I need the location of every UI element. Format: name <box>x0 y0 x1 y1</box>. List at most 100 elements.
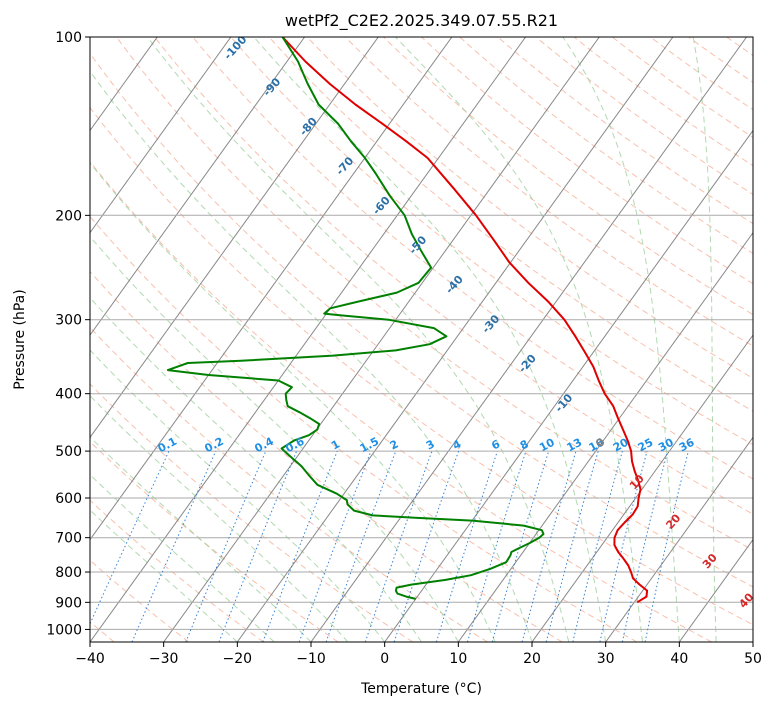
mixing-ratio-label: 25 <box>636 436 656 455</box>
plot-grid <box>0 37 753 642</box>
isotherm-line <box>90 37 527 642</box>
mixing-ratio-line <box>467 450 527 642</box>
mixing-ratio-label: 10 <box>537 436 557 455</box>
mixing-ratio-line <box>393 450 460 642</box>
dry-adiabat-line <box>90 215 638 642</box>
temperature-line <box>281 37 649 604</box>
mixing-ratio-label: 4 <box>451 437 464 452</box>
dry-adiabat-line <box>650 37 753 111</box>
plot-frame <box>89 36 754 643</box>
dry-adiabat-line <box>154 37 753 515</box>
mixing-ratio-label: 6 <box>489 437 502 452</box>
moist-adiabat-line <box>90 235 459 642</box>
dry-adiabat-label: -80 <box>297 115 320 139</box>
dry-adiabat-line <box>90 499 264 642</box>
moist-adiabat-line <box>90 349 386 642</box>
dry-adiabat-line <box>90 383 414 642</box>
dry-adiabat-line <box>90 270 563 642</box>
isotherm-line <box>0 37 10 642</box>
dry-adiabat-line <box>726 37 753 57</box>
mixing-ratio-label: 16 <box>587 436 607 455</box>
mixing-ratio-line <box>599 450 648 642</box>
dry-adiabat-line <box>497 37 753 225</box>
dry-adiabat-line <box>306 37 753 379</box>
isotherm-line <box>163 37 600 642</box>
x-tick-label: −10 <box>296 651 326 667</box>
mixing-ratio-label: 0.4 <box>252 435 276 456</box>
isotherm-line <box>310 37 748 642</box>
plot-series <box>166 37 649 604</box>
isotherm-line <box>90 37 379 439</box>
isotherm-line <box>90 37 453 541</box>
x-tick-label: 20 <box>523 651 541 667</box>
x-tick-label: −40 <box>75 651 105 667</box>
mixing-ratio-line <box>644 450 689 642</box>
y-tick-label: 400 <box>55 387 82 403</box>
mixing-ratio-label: 8 <box>518 437 531 452</box>
y-tick-label: 100 <box>55 30 82 46</box>
dry-adiabat-line <box>344 37 753 347</box>
dry-adiabat-line <box>90 106 753 626</box>
moist-adiabat-line <box>90 297 422 642</box>
isotherm-line <box>605 436 753 642</box>
y-tick-label: 200 <box>55 208 82 224</box>
y-tick-label: 300 <box>55 313 82 329</box>
dry-adiabat-line <box>90 440 339 642</box>
dry-adiabat-label: 10 <box>627 472 647 492</box>
mixing-ratio-label: 30 <box>656 436 676 455</box>
chart-title: wetPf2_C2E2.2025.349.07.55.R21 <box>285 11 558 31</box>
mixing-ratio-label: 2 <box>388 437 401 452</box>
mixing-ratio-line <box>218 450 298 642</box>
dry-adiabat-label: -20 <box>516 352 539 376</box>
dry-adiabat-line <box>116 37 753 551</box>
moist-adiabat-line <box>90 509 238 642</box>
dry-adiabat-label: 20 <box>663 511 683 531</box>
dry-adiabat-label: -40 <box>443 273 466 297</box>
x-tick-label: 40 <box>670 651 688 667</box>
y-tick-label: 800 <box>55 565 82 581</box>
mixing-ratio-label: 1.5 <box>358 435 381 456</box>
mixing-ratio-line <box>491 450 550 642</box>
mixing-ratio-line <box>621 450 669 642</box>
moist-adiabat-line <box>90 473 275 642</box>
x-tick-label: 0 <box>380 651 389 667</box>
dry-adiabat-line <box>192 37 753 480</box>
mixing-ratio-line <box>435 450 498 642</box>
mixing-ratio-label: 0.1 <box>156 435 179 456</box>
dewpoint-line <box>166 37 545 600</box>
x-tick-label: 50 <box>744 651 762 667</box>
y-tick-label: 700 <box>55 531 82 547</box>
dry-adiabat-line <box>90 52 753 588</box>
mixing-ratio-label: 36 <box>677 436 697 455</box>
mixing-ratio-label: 0.2 <box>202 435 225 456</box>
mixing-ratio-line <box>572 450 623 642</box>
dry-adiabat-line <box>421 37 753 285</box>
mixing-ratio-line <box>131 450 217 642</box>
dry-adiabat-label: -30 <box>479 312 502 336</box>
isotherm-line <box>384 129 753 642</box>
dry-adiabat-line <box>90 161 712 642</box>
mixing-ratio-label: 3 <box>424 437 437 452</box>
mixing-ratio-line <box>298 450 372 642</box>
line-labels: 0.1 0.2 0.4 0.6 1 1.5 2 3 4 6 8 10 13 16 20 25 30 36-100-… <box>156 37 753 611</box>
x-tick-label: 10 <box>449 651 467 667</box>
moist-adiabat-line <box>692 37 717 642</box>
mixing-ratio-line <box>521 450 577 642</box>
y-axis-ticks: 100 200 300 400 500 600 700 800 900 1000 <box>46 30 90 638</box>
x-tick-label: −30 <box>149 651 179 667</box>
dry-adiabat-label: -90 <box>260 75 283 99</box>
y-axis-label: Pressure (hPa) <box>12 289 28 389</box>
moist-adiabat-line <box>90 395 349 642</box>
isotherm-line <box>90 37 306 336</box>
moist-adiabat-line <box>395 37 643 642</box>
y-tick-label: 900 <box>55 595 82 611</box>
mixing-ratio-line <box>262 450 338 642</box>
moist-adiabat-line <box>253 37 607 642</box>
dry-adiabat-line <box>90 326 488 642</box>
y-tick-label: 500 <box>55 444 82 460</box>
mixing-ratio-line <box>325 450 397 642</box>
x-tick-label: −20 <box>223 651 253 667</box>
dry-adiabat-line <box>230 37 753 446</box>
isotherm-line <box>531 334 753 642</box>
